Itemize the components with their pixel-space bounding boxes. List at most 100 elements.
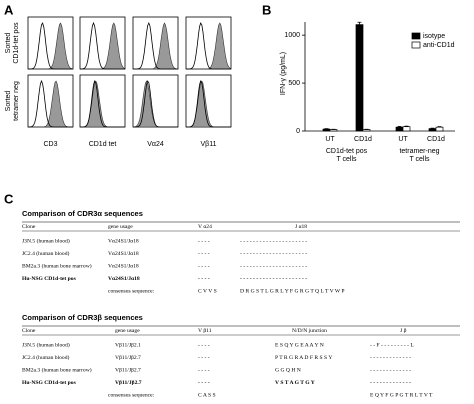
table-cell: - - - - - - - - - - - - - [370,367,411,373]
bar [329,129,338,132]
open-histogram [28,22,73,70]
open-histogram [186,80,231,128]
column-header: gene usage [108,224,133,230]
table-cell: - - - - [198,355,210,361]
y-tick-label: 0 [296,128,300,135]
table-cell: - - - - [198,238,210,244]
column-header: J α18 [295,224,307,230]
bar [428,128,437,132]
bar [355,24,364,132]
bar [435,126,444,132]
open-histogram [80,80,125,128]
column-header: Clone [22,224,36,230]
table-cell: Vα24S1/Jα18 [108,251,139,257]
table-cell: - - - - - - - - - - - - - - - - - - - - … [240,263,307,269]
table-cell: Vα24S1/Jα18 [108,263,139,269]
open-histogram [80,21,125,70]
error-bar [404,125,409,127]
filled-histogram [28,80,73,128]
bar [322,128,331,132]
table-cell: BM2a.3 (human bone marrow) [22,366,92,373]
filled-histogram [28,22,74,70]
consensus-label: consensus sequence: [108,288,155,294]
bar [362,129,371,132]
column-label: Vβ11 [201,141,217,148]
column-header: Clone [22,328,36,334]
consensus-sequence: C V V S [198,288,217,294]
bar [402,126,411,132]
table-cell: - - - - [198,342,210,348]
table-cell: Vβ11/Jβ2.1 [115,342,141,348]
column-label: CD1d tet [89,141,117,148]
table-title: Comparison of CDR3β sequences [22,313,143,322]
table-cell: Vβ11/Jβ2.7 [115,380,142,386]
filled-histogram [80,22,126,70]
table-cell: J3N.5 (human blood) [22,341,70,348]
open-histogram [186,22,231,70]
error-bar [357,21,362,25]
legend-swatch [411,41,421,49]
table-cell: E S Q Y G E A A Y N [275,342,324,348]
table-cell: P T R G R A D F R S S Y [275,355,332,361]
column-header: gene usage [115,328,140,334]
table-cell: Vα24S1/Jα18 [108,238,139,244]
error-bar [397,126,402,128]
column-header: V α24 [198,224,212,230]
table-cell: - - - - - - - - - - - - - - - - - - - - … [240,251,307,257]
table-cell: Vα24S1/Jα18 [108,276,140,282]
table-cell: J3N.5 (human blood) [22,237,70,244]
x-tick-label: UT [398,136,408,143]
x-tick-label: CD1d [354,136,372,143]
consensus-sequence: C A S S [198,392,216,398]
y-axis-label: IFN-γ (pg/mL) [280,52,287,95]
open-histogram [28,79,73,128]
panel-label: C [4,191,14,206]
group-label: T cells [409,156,430,163]
table-cell: JC2.4 (human blood) [22,354,70,361]
table-cell: - - - - - - - - - - - - - - - - - - - - … [240,276,307,282]
consensus-label: consensus sequence: [108,392,155,398]
x-tick-label: UT [325,136,335,143]
group-label: CD1d-tet pos [326,148,368,155]
table-cell: Vβ11/Jβ2.7 [115,367,141,373]
group-label: tetramer-neg [399,148,439,155]
y-tick-label: 500 [288,80,300,87]
table-cell: - - - - [198,367,210,373]
table-cell: G G Q H N [275,367,301,373]
column-header: V β11 [198,328,212,334]
table-cell: JC2.4 (human blood) [22,250,70,257]
x-tick-label: CD1d [427,136,445,143]
column-label: CD3 [43,141,57,148]
table-title: Comparison of CDR3α sequences [22,209,143,218]
table-cell: - - - - - - - - - - - - - [370,380,411,386]
row-label: Sorted [5,91,12,112]
table-cell: - - - - [198,251,210,257]
legend-swatch [411,32,421,40]
legend-label: anti-CD1d [423,42,455,49]
table-cell: V S T A G T G Y [275,380,315,386]
group-label: T cells [336,156,357,163]
row-label: Sorted [5,33,12,54]
consensus-sequence: D R G S T L G R L Y F G R G T Q L T V W … [240,288,345,294]
y-tick-label: 1000 [284,32,300,39]
table-cell: - - - - [198,276,210,282]
open-histogram [133,80,178,128]
open-histogram [133,21,178,70]
panel-label: B [262,2,271,17]
legend-label: isotype [423,33,445,40]
column-header: N/D/N junction [292,328,327,334]
column-label: Vα24 [147,141,164,148]
table-cell: BM2a.3 (human bone marrow) [22,262,92,269]
row-label: tetramer neg [13,81,20,121]
table-cell: - - - - [198,380,210,386]
table-cell: - - - - [198,263,210,269]
column-header: J β [400,328,407,334]
row-label: CD1d-tet pos [13,22,20,64]
table-cell: Hu-NSG CD1d-tet pos [22,380,77,386]
table-cell: - - - - - - - - - - - - - - - - - - - - … [240,238,307,244]
table-cell: - - F - - - - - - - - - L [370,342,414,348]
table-cell: - - - - - - - - - - - - - [370,355,411,361]
panel-label: A [4,2,14,17]
consensus-sequence: E Q Y F G P G T R L T V T [370,392,433,398]
